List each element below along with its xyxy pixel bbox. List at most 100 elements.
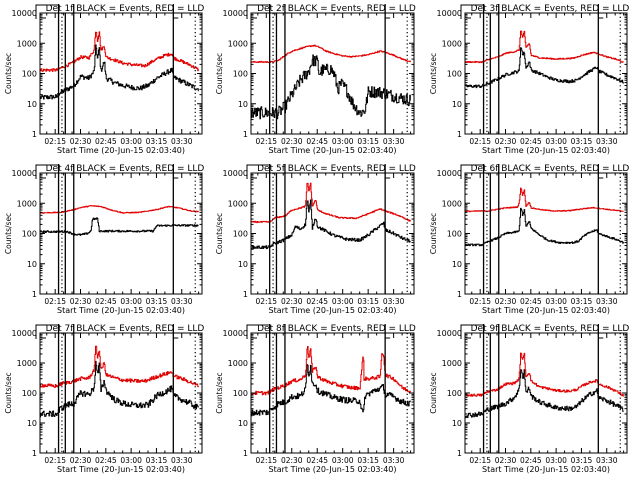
y-tick-label: 1 (32, 290, 37, 299)
y-tick-label: 100 (22, 230, 37, 239)
panel-title: Det 8f BLACK = Events, RED = LLD (257, 324, 416, 334)
y-tick-label: 10000 (437, 169, 462, 178)
x-tick-label: 02:15 (44, 137, 66, 146)
x-tick-label: 03:30 (171, 456, 193, 465)
interval-bracket (35, 164, 59, 179)
y-tick-label: 1000 (17, 359, 37, 368)
x-axis-label: Start Time (20-Jun-15 02:03:40) (269, 306, 397, 315)
x-tick-label: 03:15 (146, 456, 168, 465)
interval-bracket (460, 324, 484, 339)
y-tick-label: 10 (238, 100, 248, 109)
y-tick-label: 100 (22, 389, 37, 398)
y-tick-label: 1000 (228, 39, 248, 48)
x-tick-label: 03:15 (357, 297, 379, 306)
x-axis-label: Start Time (20-Jun-15 02:03:40) (482, 465, 610, 474)
x-tick-label: 02:45 (95, 297, 117, 306)
y-tick-label: 100 (447, 230, 462, 239)
y-axis-label: Counts/sec (215, 372, 224, 413)
y-tick-label: 1 (457, 130, 462, 139)
x-tick-label: 02:30 (70, 297, 92, 306)
interval-bracket (460, 164, 484, 179)
x-tick-label: 02:30 (495, 456, 517, 465)
y-tick-label: 100 (233, 389, 248, 398)
x-tick-label: 03:15 (357, 137, 379, 146)
y-tick-label: 10 (27, 100, 37, 109)
x-axis-label: Start Time (20-Jun-15 02:03:40) (482, 306, 610, 315)
panel-title: Det 4f BLACK = Events, RED = LLD (46, 164, 205, 174)
x-tick-label: 02:30 (495, 297, 517, 306)
panel-title: Det 2f BLACK = Events, RED = LLD (257, 4, 416, 14)
y-tick-label: 1 (457, 449, 462, 458)
interval-bracket (35, 324, 59, 339)
x-tick-label: 03:30 (596, 137, 618, 146)
y-axis-label: Counts/sec (4, 53, 13, 94)
y-tick-label: 10000 (223, 329, 248, 338)
y-tick-label: 1 (243, 130, 248, 139)
y-tick-label: 1000 (17, 39, 37, 48)
x-tick-label: 03:00 (120, 297, 142, 306)
y-tick-label: 1000 (17, 199, 37, 208)
x-tick-label: 03:00 (120, 456, 142, 465)
y-tick-label: 1 (457, 290, 462, 299)
interval-bracket (246, 324, 270, 339)
x-tick-label: 02:15 (44, 297, 66, 306)
x-tick-label: 03:00 (545, 297, 567, 306)
interval-bracket (246, 4, 270, 19)
lld-series-line (465, 187, 624, 213)
x-tick-label: 02:15 (255, 456, 277, 465)
interval-bracket (246, 164, 270, 179)
x-tick-label: 03:15 (571, 297, 593, 306)
lld-series-line (251, 182, 411, 224)
y-tick-label: 1000 (228, 359, 248, 368)
panel-title: Det 1f BLACK = Events, RED = LLD (46, 4, 205, 14)
y-tick-label: 10 (452, 419, 462, 428)
y-axis-label: Counts/sec (4, 213, 13, 254)
y-tick-label: 10 (27, 419, 37, 428)
y-tick-label: 100 (22, 70, 37, 79)
x-tick-label: 02:30 (70, 137, 92, 146)
x-tick-label: 02:45 (306, 297, 328, 306)
x-tick-label: 02:45 (95, 137, 117, 146)
x-tick-label: 03:30 (383, 456, 405, 465)
plot-frame (464, 332, 628, 454)
x-tick-label: 03:15 (146, 297, 168, 306)
lld-series-line (40, 345, 199, 388)
x-tick-label: 02:30 (281, 456, 303, 465)
panel-title: Det 6f BLACK = Events, RED = LLD (471, 164, 630, 174)
x-tick-label: 03:15 (146, 137, 168, 146)
lld-series-line (40, 31, 199, 72)
y-tick-label: 10000 (12, 9, 37, 18)
plot-frame (39, 172, 203, 295)
y-tick-label: 1 (243, 290, 248, 299)
y-tick-label: 1 (243, 449, 248, 458)
events-series-line (40, 360, 199, 418)
events-series-line (40, 217, 199, 236)
x-tick-label: 03:15 (571, 456, 593, 465)
x-tick-label: 02:45 (306, 137, 328, 146)
y-tick-label: 10000 (223, 169, 248, 178)
y-tick-label: 100 (447, 70, 462, 79)
y-tick-label: 10 (238, 260, 248, 269)
x-tick-label: 03:30 (171, 297, 193, 306)
y-tick-label: 10 (27, 260, 37, 269)
x-tick-label: 02:15 (469, 456, 491, 465)
x-tick-label: 02:45 (95, 456, 117, 465)
y-tick-label: 10000 (437, 9, 462, 18)
y-tick-label: 100 (233, 70, 248, 79)
y-tick-label: 10 (452, 260, 462, 269)
plot-frame (39, 332, 203, 454)
lld-series-line (251, 44, 411, 64)
x-tick-label: 02:30 (70, 456, 92, 465)
events-series-line (465, 47, 624, 89)
panel-title: Det 3f BLACK = Events, RED = LLD (471, 4, 630, 14)
x-tick-label: 03:30 (171, 137, 193, 146)
y-tick-label: 100 (233, 230, 248, 239)
